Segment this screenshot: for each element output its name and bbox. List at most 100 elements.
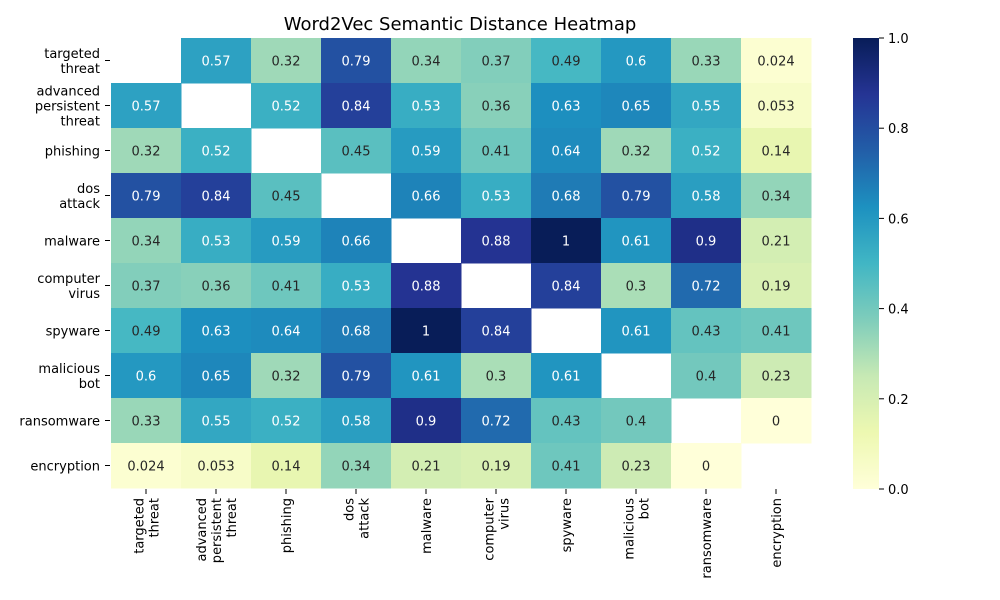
cell-value-label: 0.34 (132, 235, 161, 250)
cell-value-label: 0.61 (622, 235, 651, 250)
cell-value-label: 0.43 (692, 325, 721, 340)
cell-value-label: 0.65 (622, 100, 651, 115)
heatmap-cell-computer-virus-advanced-persistent-threat (181, 263, 252, 309)
x-tick-label-ransomware: ransomware (700, 498, 715, 579)
cell-value-label: 0.053 (197, 460, 234, 475)
heatmap-cell-encryption-malware (391, 443, 462, 489)
cell-value-label: 0.3 (626, 280, 647, 295)
heatmap-cell-advanced-persistent-threat-ransomware (671, 83, 742, 129)
cell-value-label: 0.68 (342, 325, 371, 340)
cell-value-label: 0.58 (692, 190, 721, 205)
cell-value-label: 0.32 (622, 145, 651, 160)
colorbar-tick-label: 0.6 (888, 212, 909, 227)
heatmap-cell-encryption-phishing (251, 443, 322, 489)
heatmap-cell-advanced-persistent-threat-encryption (741, 83, 812, 129)
colorbar-tick-label: 0.8 (888, 122, 909, 137)
cell-value-label: 0.52 (272, 415, 301, 430)
cell-value-label: 0.34 (412, 55, 441, 70)
y-tick-label-encryption: encryption (30, 460, 100, 475)
heatmap-cell-targeted-threat-ransomware (671, 38, 742, 84)
heatmap-cell-malicious-bot-advanced-persistent-threat (181, 353, 252, 399)
cell-value-label: 0.36 (202, 280, 231, 295)
heatmap-cell-dos-attack-spyware (531, 173, 602, 219)
heatmap-cell-malware-malicious-bot (601, 218, 672, 264)
heatmap-cell-advanced-persistent-threat-dos-attack (321, 83, 392, 129)
cell-value-label: 0.36 (482, 100, 511, 115)
heatmap-cell-advanced-persistent-threat-targeted-threat (111, 83, 182, 129)
heatmap-cell-malicious-bot-spyware (531, 353, 602, 399)
cell-value-label: 0.72 (692, 280, 721, 295)
heatmap-cell-malicious-bot-ransomware (671, 353, 742, 399)
cell-value-label: 0.57 (202, 55, 231, 70)
cell-value-label: 0.37 (482, 55, 511, 70)
y-tick-label-ransomware: ransomware (19, 415, 100, 430)
cell-value-label: 0 (702, 460, 710, 475)
cell-value-label: 0.19 (762, 280, 791, 295)
cell-value-label: 0.59 (272, 235, 301, 250)
cell-value-label: 1 (422, 325, 430, 340)
colorbar-tick-label: 1.0 (888, 32, 909, 47)
heatmap-cell-spyware-advanced-persistent-threat (181, 308, 252, 354)
cell-value-label: 0.59 (412, 145, 441, 160)
y-tick-label-targeted-threat: targeted threat (44, 47, 100, 77)
cell-value-label: 0.4 (626, 415, 647, 430)
x-tick-label-encryption: encryption (770, 498, 785, 568)
cell-value-label: 0.79 (132, 190, 161, 205)
y-tick-label-malware: malware (44, 235, 100, 250)
heatmap-cell-computer-virus-dos-attack (321, 263, 392, 309)
heatmap-cell-phishing-targeted-threat (111, 128, 182, 174)
heatmap-cell-ransomware-dos-attack (321, 398, 392, 444)
heatmap-cell-targeted-threat-dos-attack (321, 38, 392, 84)
heatmap-cell-malicious-bot-dos-attack (321, 353, 392, 399)
heatmap-cell-phishing-encryption (741, 128, 812, 174)
heatmap-cell-malicious-bot-malware (391, 353, 462, 399)
cell-value-label: 0.3 (486, 370, 507, 385)
cell-value-label: 0.45 (342, 145, 371, 160)
cell-value-label: 0.58 (342, 415, 371, 430)
cell-value-label: 0.34 (762, 190, 791, 205)
heatmap-cell-malware-spyware (531, 218, 602, 264)
cell-value-label: 0.52 (272, 100, 301, 115)
cell-value-label: 0.053 (757, 100, 794, 115)
x-tick-label-computer-virus: computervirus (483, 497, 513, 560)
heatmap-cell-malware-dos-attack (321, 218, 392, 264)
heatmap-cell-advanced-persistent-threat-malware (391, 83, 462, 129)
heatmap-cell-malware-encryption (741, 218, 812, 264)
cell-value-label: 0.61 (552, 370, 581, 385)
heatmap-cell-dos-attack-malicious-bot (601, 173, 672, 219)
cell-value-label: 0.4 (696, 370, 717, 385)
cell-value-label: 0.32 (132, 145, 161, 160)
heatmap-cell-encryption-spyware (531, 443, 602, 489)
heatmap-cell-spyware-malicious-bot (601, 308, 672, 354)
heatmap-cell-malicious-bot-phishing (251, 353, 322, 399)
heatmap-cell-targeted-threat-malicious-bot (601, 38, 672, 84)
cell-value-label: 0.9 (696, 235, 717, 250)
cell-value-label: 0.53 (202, 235, 231, 250)
heatmap-cell-malicious-bot-encryption (741, 353, 812, 399)
colorbar-gradient (853, 38, 879, 489)
colorbar-tick-label: 0.4 (888, 303, 909, 318)
y-axis-ticks: targeted threat advanced persistent threat ph… (19, 47, 110, 475)
cell-value-label: 0.79 (622, 190, 651, 205)
heatmap-cell-encryption-ransomware (671, 443, 742, 489)
cell-value-label: 0.88 (482, 235, 511, 250)
heatmap-cell-dos-attack-encryption (741, 173, 812, 219)
cell-value-label: 0.45 (272, 190, 301, 205)
cell-value-label: 0.84 (342, 100, 371, 115)
cell-value-label: 0.53 (482, 190, 511, 205)
cell-value-label: 0.6 (626, 55, 647, 70)
heatmap-cell-encryption-advanced-persistent-threat (181, 443, 252, 489)
y-tick-label-advanced-persistent-threat: advanced persistent threat (35, 85, 100, 130)
cell-value-label: 0.49 (132, 325, 161, 340)
cell-value-label: 0.32 (272, 370, 301, 385)
heatmap-cell-phishing-dos-attack (321, 128, 392, 174)
cell-value-label: 1 (562, 235, 570, 250)
heatmap-cell-malicious-bot-computer-virus (461, 353, 532, 399)
heatmap-cell-phishing-spyware (531, 128, 602, 174)
heatmap-cell-spyware-malware (391, 308, 462, 354)
heatmap-cell-advanced-persistent-threat-phishing (251, 83, 322, 129)
heatmap-cell-ransomware-targeted-threat (111, 398, 182, 444)
heatmap-cell-spyware-ransomware (671, 308, 742, 354)
cell-value-label: 0.41 (762, 325, 791, 340)
cell-value-label: 0.34 (342, 460, 371, 475)
